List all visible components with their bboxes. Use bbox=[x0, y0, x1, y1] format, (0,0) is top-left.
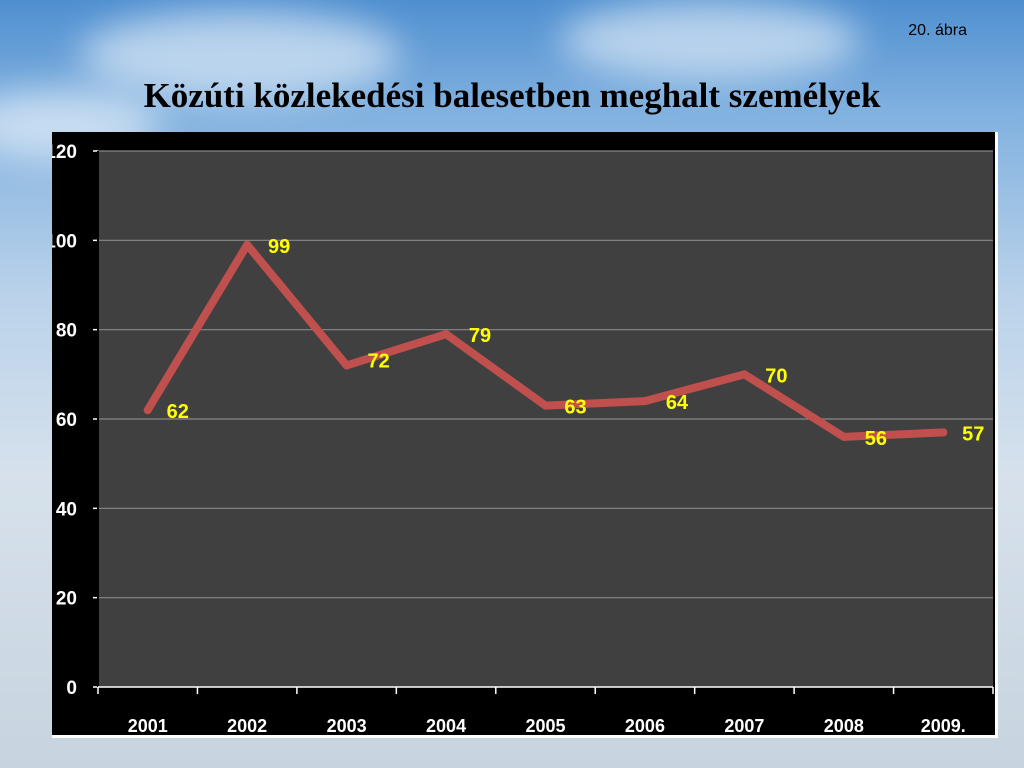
y-tick-label: 0 bbox=[66, 678, 77, 699]
figure-label: 20. ábra bbox=[908, 22, 967, 39]
cloud-decoration bbox=[80, 10, 400, 100]
data-point bbox=[342, 361, 351, 370]
chart-frame: 0 20 40 60 80 100 120 2001 2002 2003 2004 2005 2006… bbox=[52, 132, 998, 738]
data-label: 70 bbox=[765, 365, 787, 387]
data-point bbox=[143, 406, 152, 415]
axes bbox=[93, 150, 994, 694]
y-tick-label: 80 bbox=[56, 321, 77, 342]
data-label: 57 bbox=[962, 423, 984, 445]
data-point bbox=[640, 397, 649, 406]
x-tick-label: 2007 bbox=[724, 716, 764, 736]
x-tick-label: 2008 bbox=[824, 716, 864, 736]
data-point bbox=[740, 370, 749, 379]
line-chart: 0 20 40 60 80 100 120 2001 2002 2003 2004 2005 2006… bbox=[52, 142, 994, 736]
data-point bbox=[541, 401, 550, 410]
x-tick-label: 2001 bbox=[128, 716, 168, 736]
data-label: 56 bbox=[865, 428, 887, 450]
data-point bbox=[442, 330, 451, 339]
cloud-decoration bbox=[560, 0, 860, 80]
x-tick-label: 2006 bbox=[625, 716, 665, 736]
x-tick-label: 2004 bbox=[426, 716, 466, 736]
x-tick-label: 2009. bbox=[921, 716, 966, 736]
y-tick-label: 100 bbox=[52, 231, 77, 252]
series-layer bbox=[143, 240, 948, 441]
x-tick-label: 2003 bbox=[327, 716, 367, 736]
data-labels: 62 99 72 79 63 64 70 56 57 bbox=[167, 236, 985, 450]
y-tick-label: 60 bbox=[56, 410, 77, 431]
data-point bbox=[839, 432, 848, 441]
x-tick-label: 2005 bbox=[525, 716, 565, 736]
data-point bbox=[243, 240, 252, 249]
gridlines bbox=[98, 150, 993, 599]
y-axis-tick-labels: 0 20 40 60 80 100 120 bbox=[52, 142, 77, 699]
data-label: 63 bbox=[564, 397, 586, 419]
data-point bbox=[939, 428, 948, 437]
x-tick-label: 2002 bbox=[227, 716, 267, 736]
data-label: 62 bbox=[167, 401, 189, 423]
y-tick-label: 120 bbox=[52, 142, 77, 163]
y-tick-label: 20 bbox=[56, 589, 77, 610]
chart-title: Közúti közlekedési balesetben meghalt sz… bbox=[143, 76, 881, 115]
data-label: 79 bbox=[469, 325, 491, 347]
y-tick-label: 40 bbox=[56, 499, 77, 520]
data-label: 99 bbox=[268, 236, 290, 258]
data-label: 72 bbox=[367, 350, 389, 372]
x-axis-tick-labels: 2001 2002 2003 2004 2005 2006 2007 2008 2009. bbox=[128, 716, 966, 736]
data-label: 64 bbox=[666, 392, 689, 414]
